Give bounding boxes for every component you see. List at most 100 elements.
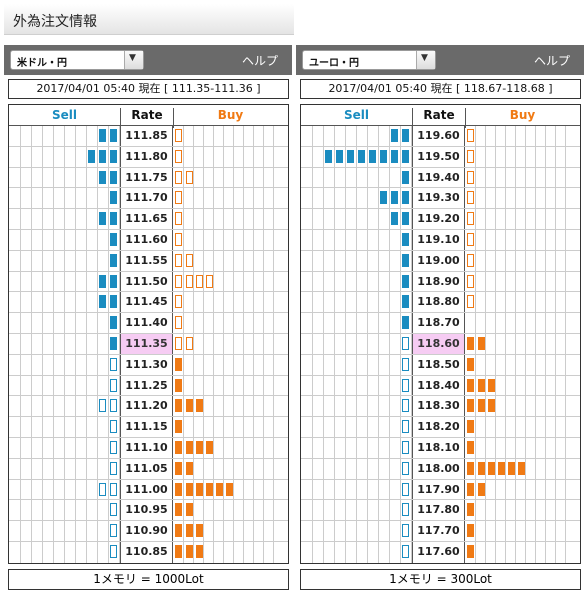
buy-lot-marker bbox=[175, 440, 183, 454]
buy-cell bbox=[555, 229, 565, 250]
buy-cells bbox=[465, 167, 580, 188]
sell-cell bbox=[54, 417, 65, 437]
buy-cell bbox=[213, 375, 223, 396]
buy-cell bbox=[465, 126, 475, 146]
currency-pair-select[interactable]: ユーロ・円 ▼ bbox=[302, 50, 436, 70]
sell-cell bbox=[346, 396, 357, 417]
order-row: 118.40 bbox=[301, 375, 580, 397]
sell-cell bbox=[21, 229, 32, 250]
buy-cell bbox=[273, 500, 283, 521]
buy-cell bbox=[253, 146, 263, 167]
buy-cell bbox=[525, 375, 535, 396]
sell-cell bbox=[379, 209, 390, 229]
buy-cell bbox=[495, 354, 505, 375]
buy-cell bbox=[535, 354, 545, 375]
buy-cell bbox=[273, 479, 283, 500]
sell-cell bbox=[32, 167, 43, 188]
buy-cell bbox=[183, 271, 194, 292]
sell-cell bbox=[21, 396, 32, 417]
sell-cell bbox=[65, 167, 76, 188]
sell-cell bbox=[335, 292, 346, 313]
sell-cell bbox=[65, 250, 76, 271]
sell-cell bbox=[302, 333, 313, 354]
sell-cell bbox=[313, 458, 324, 479]
order-row: 111.45 bbox=[9, 292, 288, 314]
buy-cell bbox=[273, 375, 283, 396]
sell-cell bbox=[98, 541, 109, 563]
help-link[interactable]: ヘルプ bbox=[241, 54, 278, 68]
buy-cell bbox=[193, 396, 204, 417]
buy-cell bbox=[495, 375, 505, 396]
sell-lot-marker bbox=[109, 295, 117, 309]
dropdown-button[interactable]: ▼ bbox=[124, 51, 143, 69]
sell-lot-marker bbox=[401, 129, 409, 142]
buy-lot-marker bbox=[175, 420, 183, 434]
rate-cell: 117.80 bbox=[411, 500, 466, 521]
buy-cell bbox=[495, 417, 505, 437]
sell-cell bbox=[346, 146, 357, 167]
sell-cell bbox=[21, 188, 32, 209]
sell-lot-marker bbox=[109, 336, 117, 350]
sell-cell bbox=[368, 146, 379, 167]
buy-lot-marker bbox=[508, 461, 516, 475]
sell-cell bbox=[390, 458, 401, 479]
buy-cell bbox=[233, 126, 243, 146]
buy-cell bbox=[173, 396, 183, 416]
buy-cell bbox=[183, 354, 193, 375]
buy-cell bbox=[213, 458, 223, 479]
sell-cell bbox=[65, 333, 76, 354]
buy-cell bbox=[193, 126, 203, 146]
buy-cell bbox=[213, 209, 223, 229]
buy-cell bbox=[253, 313, 263, 333]
buy-cell bbox=[495, 479, 505, 500]
buy-cell bbox=[243, 500, 253, 521]
dropdown-button[interactable]: ▼ bbox=[416, 51, 435, 69]
sell-cell bbox=[98, 313, 109, 333]
sell-cell bbox=[65, 479, 76, 500]
rate-cell: 117.90 bbox=[411, 479, 466, 500]
buy-cell bbox=[525, 229, 535, 250]
buy-cell bbox=[173, 355, 183, 375]
buy-cells bbox=[173, 417, 288, 437]
sell-cell bbox=[32, 126, 43, 146]
buy-lot-marker bbox=[206, 482, 214, 496]
buy-cell bbox=[495, 271, 505, 292]
sell-cell bbox=[335, 541, 346, 563]
buy-cell bbox=[173, 542, 183, 563]
order-row: 118.70 bbox=[301, 313, 580, 334]
buy-cell bbox=[475, 417, 485, 437]
order-row: 118.80 bbox=[301, 292, 580, 314]
buy-lot-marker bbox=[216, 482, 224, 496]
order-row: 110.95 bbox=[9, 500, 288, 522]
buy-cell bbox=[233, 354, 243, 375]
buy-cell bbox=[253, 354, 263, 375]
buy-cell bbox=[525, 250, 535, 271]
buy-cell bbox=[273, 417, 283, 437]
sell-cell bbox=[76, 458, 87, 479]
sell-cell bbox=[32, 209, 43, 229]
buy-lot-marker bbox=[467, 274, 475, 288]
sell-lot-marker bbox=[98, 129, 106, 142]
sell-cell bbox=[43, 375, 54, 396]
help-link[interactable]: ヘルプ bbox=[533, 54, 570, 68]
buy-cell bbox=[253, 250, 263, 271]
sell-lot-marker bbox=[401, 357, 409, 371]
buy-cell bbox=[565, 500, 575, 521]
buy-cell bbox=[485, 126, 495, 146]
buy-cell bbox=[253, 521, 263, 541]
buy-cell bbox=[253, 292, 263, 313]
buy-cell bbox=[193, 479, 204, 500]
buy-cell bbox=[173, 251, 183, 271]
sell-lot-marker bbox=[401, 420, 409, 434]
sell-lot-marker bbox=[390, 149, 398, 163]
buy-cell bbox=[465, 147, 475, 167]
buy-cell bbox=[273, 209, 283, 229]
currency-pair-select[interactable]: 米ドル・円 ▼ bbox=[10, 50, 144, 70]
buy-cell bbox=[233, 541, 243, 563]
rate-cell: 111.20 bbox=[119, 396, 174, 417]
buy-cell bbox=[223, 437, 233, 458]
sell-cell bbox=[401, 417, 412, 437]
buy-cell bbox=[243, 396, 253, 417]
sell-cell bbox=[10, 292, 21, 313]
buy-cell bbox=[203, 354, 213, 375]
